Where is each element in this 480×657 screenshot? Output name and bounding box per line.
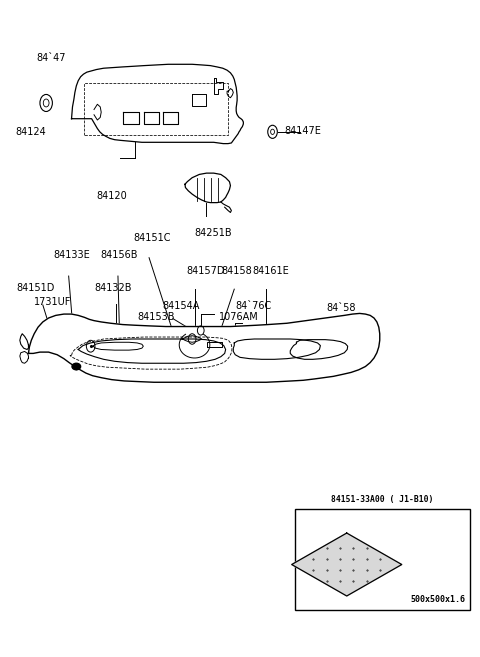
Polygon shape <box>292 533 402 596</box>
Text: 84147E: 84147E <box>284 125 321 135</box>
Text: 84133E: 84133E <box>53 250 90 260</box>
Text: 84153B: 84153B <box>137 311 175 322</box>
Bar <box>295 509 470 610</box>
Text: 84`47: 84`47 <box>36 53 66 63</box>
Text: 84`58: 84`58 <box>326 302 356 313</box>
Text: 84157D: 84157D <box>186 266 225 276</box>
Text: 84154A: 84154A <box>162 301 200 311</box>
Text: 1076AM: 1076AM <box>218 311 258 322</box>
Text: 84161E: 84161E <box>252 266 288 276</box>
Text: 84120: 84120 <box>96 191 127 201</box>
Text: 84156B: 84156B <box>100 250 138 260</box>
Text: 84151C: 84151C <box>134 233 171 243</box>
Polygon shape <box>185 173 230 202</box>
Text: 84251B: 84251B <box>194 229 232 238</box>
Text: 84151-33A00 ( J1-B10): 84151-33A00 ( J1-B10) <box>331 495 433 504</box>
Polygon shape <box>72 64 243 144</box>
Text: 84124: 84124 <box>15 127 46 137</box>
Polygon shape <box>28 313 380 382</box>
Text: 84`76C: 84`76C <box>235 301 272 311</box>
Text: 84158: 84158 <box>222 266 252 276</box>
Text: 84132B: 84132B <box>94 283 132 293</box>
Text: 1731UF: 1731UF <box>34 297 72 307</box>
Ellipse shape <box>72 363 81 370</box>
Text: 500x500x1.6: 500x500x1.6 <box>411 595 466 604</box>
Text: 84151D: 84151D <box>16 283 54 293</box>
